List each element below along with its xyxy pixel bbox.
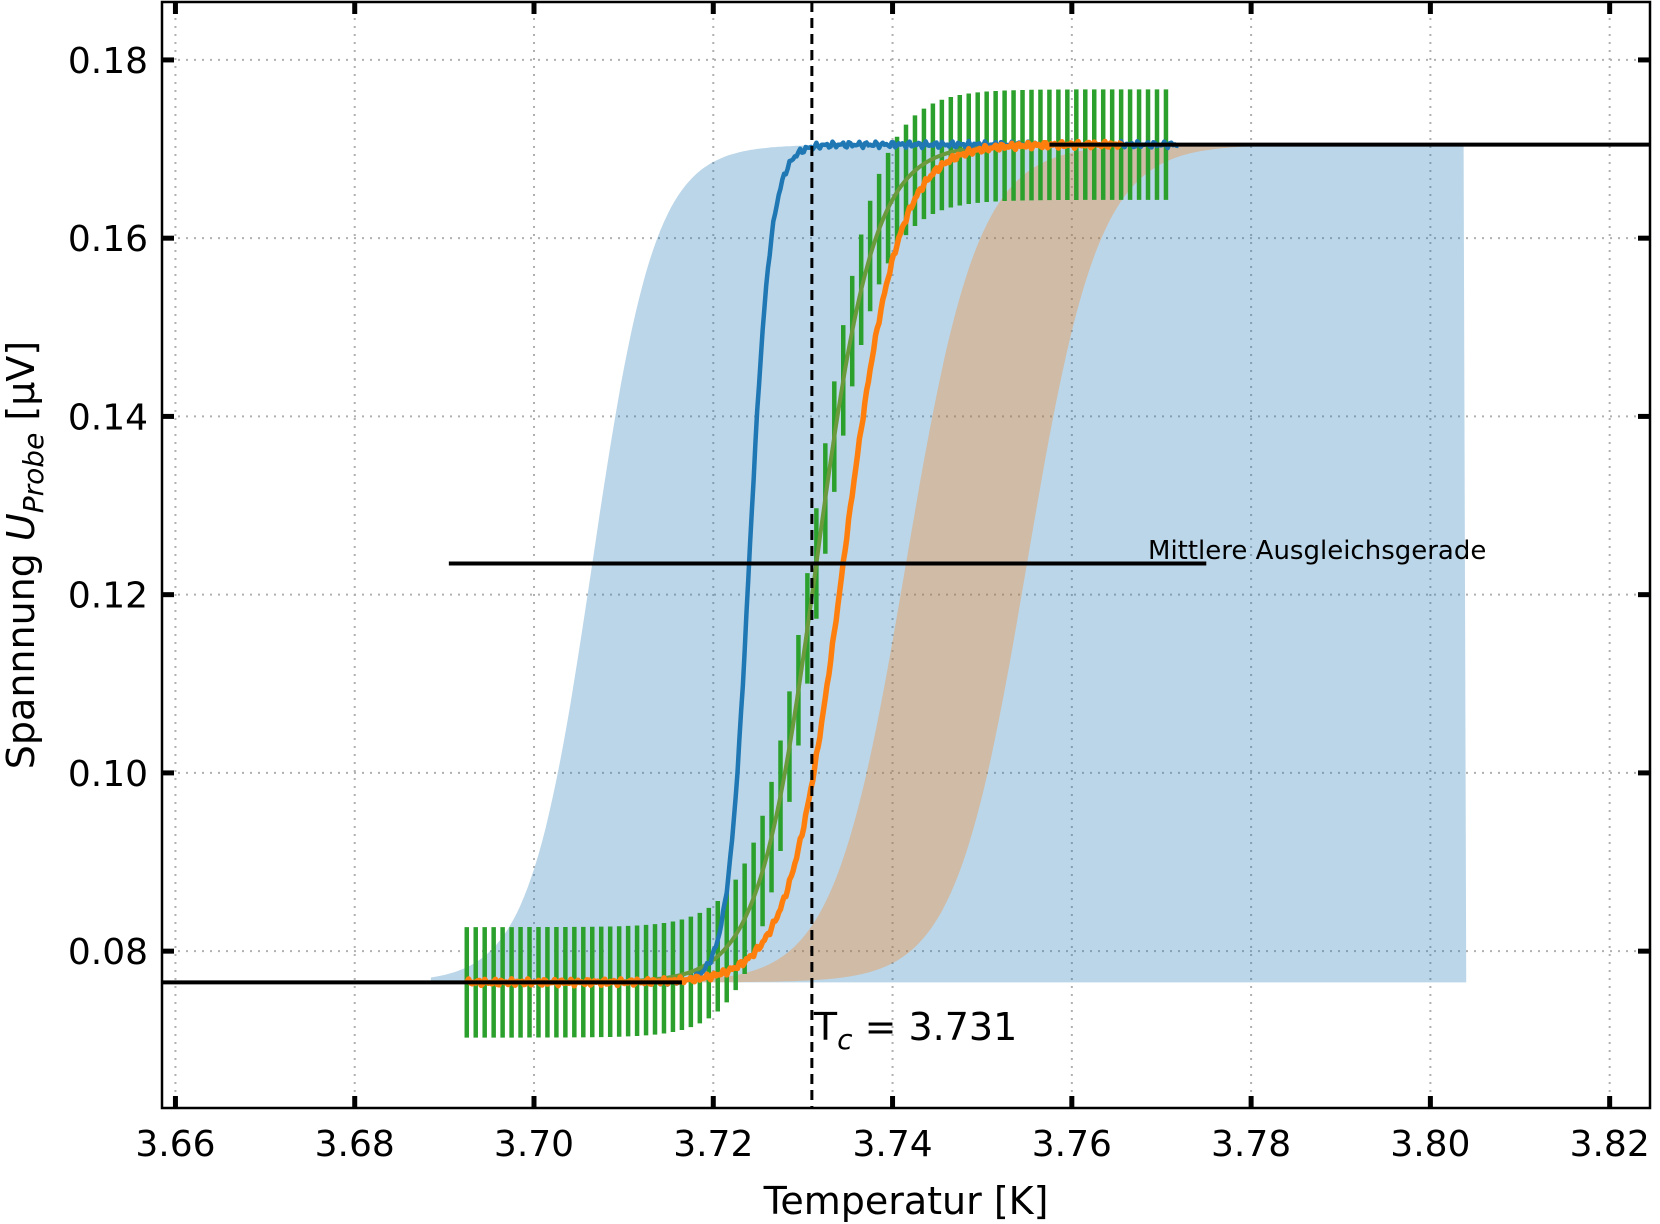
x-tick-label-0: 3.66 bbox=[135, 1124, 215, 1165]
annotation-tc-value: = 3.731 bbox=[853, 1005, 1018, 1049]
y-axis-label: Spannnung UProbe [μV] bbox=[0, 341, 50, 769]
annotation-tc-base: T bbox=[813, 1005, 838, 1049]
y-axis-label-text: Spannnung bbox=[0, 541, 43, 769]
x-tick-label-2: 3.70 bbox=[494, 1124, 574, 1165]
y-axis-label-variable: U bbox=[0, 513, 43, 541]
grid bbox=[162, 2, 1650, 1108]
axis-ticks: 3.66 3.68 3.70 3.72 3.74 3.76 3.78 3.80 3.82 0.08… bbox=[68, 2, 1650, 1165]
x-tick-label-1: 3.68 bbox=[315, 1124, 395, 1165]
y-tick-label-2: 0.12 bbox=[68, 576, 148, 617]
y-axis-label-subscript: Probe bbox=[17, 433, 50, 514]
annotation-tc: Tc = 3.731 bbox=[813, 1005, 1017, 1056]
x-tick-label-6: 3.78 bbox=[1211, 1124, 1291, 1165]
y-tick-label-5: 0.18 bbox=[68, 41, 148, 82]
x-tick-label-8: 3.82 bbox=[1570, 1124, 1650, 1165]
y-tick-label-3: 0.14 bbox=[68, 397, 148, 438]
annotation-mittlere-ausgleichsgerade: Mittlere Ausgleichsgerade bbox=[1148, 536, 1486, 566]
y-tick-label-0: 0.08 bbox=[68, 932, 148, 973]
x-tick-label-7: 3.80 bbox=[1390, 1124, 1470, 1165]
y-axis-label-unit: [μV] bbox=[0, 341, 43, 433]
y-tick-label-1: 0.10 bbox=[68, 754, 148, 795]
annotation-tc-subscript: c bbox=[837, 1023, 853, 1056]
x-axis-label: Temperatur [K] bbox=[763, 1179, 1049, 1223]
x-tick-label-4: 3.74 bbox=[852, 1124, 932, 1165]
y-tick-label-4: 0.16 bbox=[68, 219, 148, 260]
plot-frame bbox=[160, 0, 1652, 1110]
x-tick-label-3: 3.72 bbox=[673, 1124, 753, 1165]
x-tick-label-5: 3.76 bbox=[1032, 1124, 1112, 1165]
annotations: Mittlere Ausgleichsgerade Tc = 3.731 bbox=[813, 536, 1486, 1056]
reference-lines bbox=[162, 142, 1650, 985]
